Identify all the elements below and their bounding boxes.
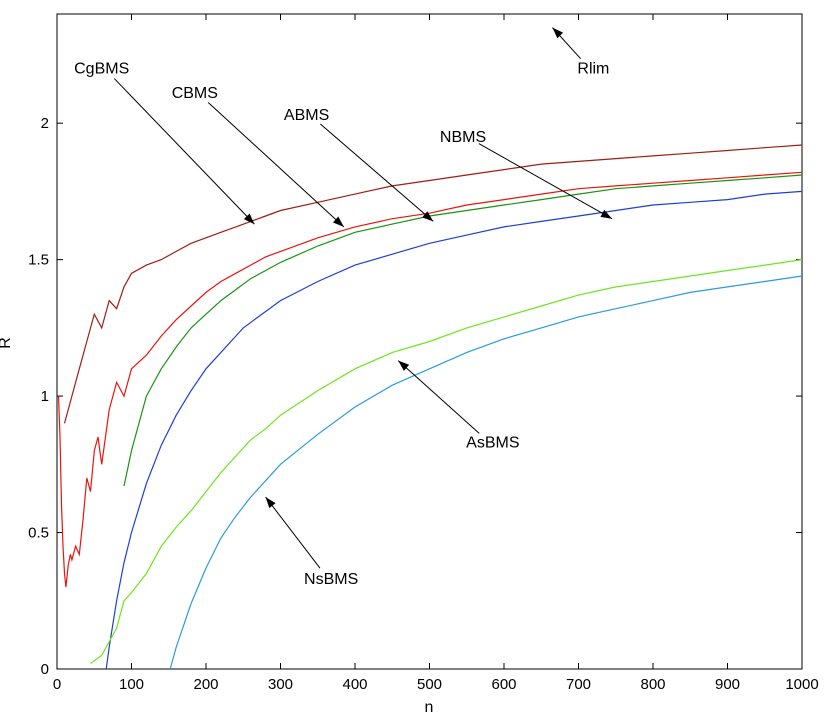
annotation-cbms-arrowhead (332, 216, 344, 227)
x-tick-labels: 0 100 200 300 400 500 600 700 800 900 1000 (53, 676, 819, 693)
x-tick-label: 600 (491, 676, 516, 693)
y-tick-label: 0 (41, 661, 49, 678)
series-asbms-line (90, 259, 803, 664)
annotation-abms-arrowhead (422, 211, 434, 222)
y-tick-labels: 0 0.5 1 1.5 2 (28, 115, 49, 678)
x-tick-label: 700 (566, 676, 591, 693)
series-abms-line (123, 174, 803, 487)
x-tick-label: 300 (268, 676, 293, 693)
annotation-cgbms-arrowhead (243, 213, 255, 225)
annotation-rlim-label: Rlim (577, 61, 609, 78)
annotation-nbms-arrow (478, 143, 613, 220)
annotation-abms-label: ABMS (284, 107, 329, 124)
annotation-nsbms-arrowhead (265, 497, 276, 509)
x-tick-label: 800 (640, 676, 665, 693)
annotation-rlim-arrowhead (552, 27, 564, 39)
annotation-cgbms-label: CgBMS (74, 61, 129, 78)
annotations: Rlim CgBMS CBMS ABMS NBMS AsBMS NsBMS (74, 27, 613, 588)
series-cbms-line (57, 171, 803, 588)
annotation-asbms-arrowhead (398, 360, 410, 371)
series-nsbms-line (169, 275, 803, 670)
x-axis-label: n (425, 699, 434, 716)
x-tick-label: 900 (715, 676, 740, 693)
y-axis-label: R (0, 337, 14, 349)
y-tick-label: 1.5 (28, 252, 49, 269)
x-tick-label: 0 (53, 676, 61, 693)
annotation-asbms-label: AsBMS (466, 434, 519, 451)
annotation-cbms-arrow (207, 102, 345, 228)
annotation-nbms-label: NBMS (440, 129, 486, 146)
annotation-nsbms-arrow (265, 496, 321, 569)
series-cgbms-line (63, 144, 803, 424)
annotation-nbms-arrowhead (600, 209, 613, 219)
annotation-abms-arrow (320, 123, 434, 222)
axis-ticks (56, 14, 803, 670)
annotation-asbms-arrow (397, 360, 480, 434)
x-tick-label: 1000 (785, 676, 818, 693)
y-tick-label: 1 (41, 388, 49, 405)
series-nbms-line (105, 190, 803, 670)
x-tick-label: 200 (193, 676, 218, 693)
x-tick-label: 500 (417, 676, 442, 693)
x-tick-label: 400 (342, 676, 367, 693)
y-tick-label: 2 (41, 115, 49, 132)
annotation-nsbms-label: NsBMS (304, 571, 358, 588)
y-tick-label: 0.5 (28, 525, 49, 542)
x-tick-label: 100 (119, 676, 144, 693)
annotation-cgbms-arrow (113, 78, 255, 225)
annotation-cbms-label: CBMS (172, 85, 218, 102)
series-lines (57, 144, 803, 670)
